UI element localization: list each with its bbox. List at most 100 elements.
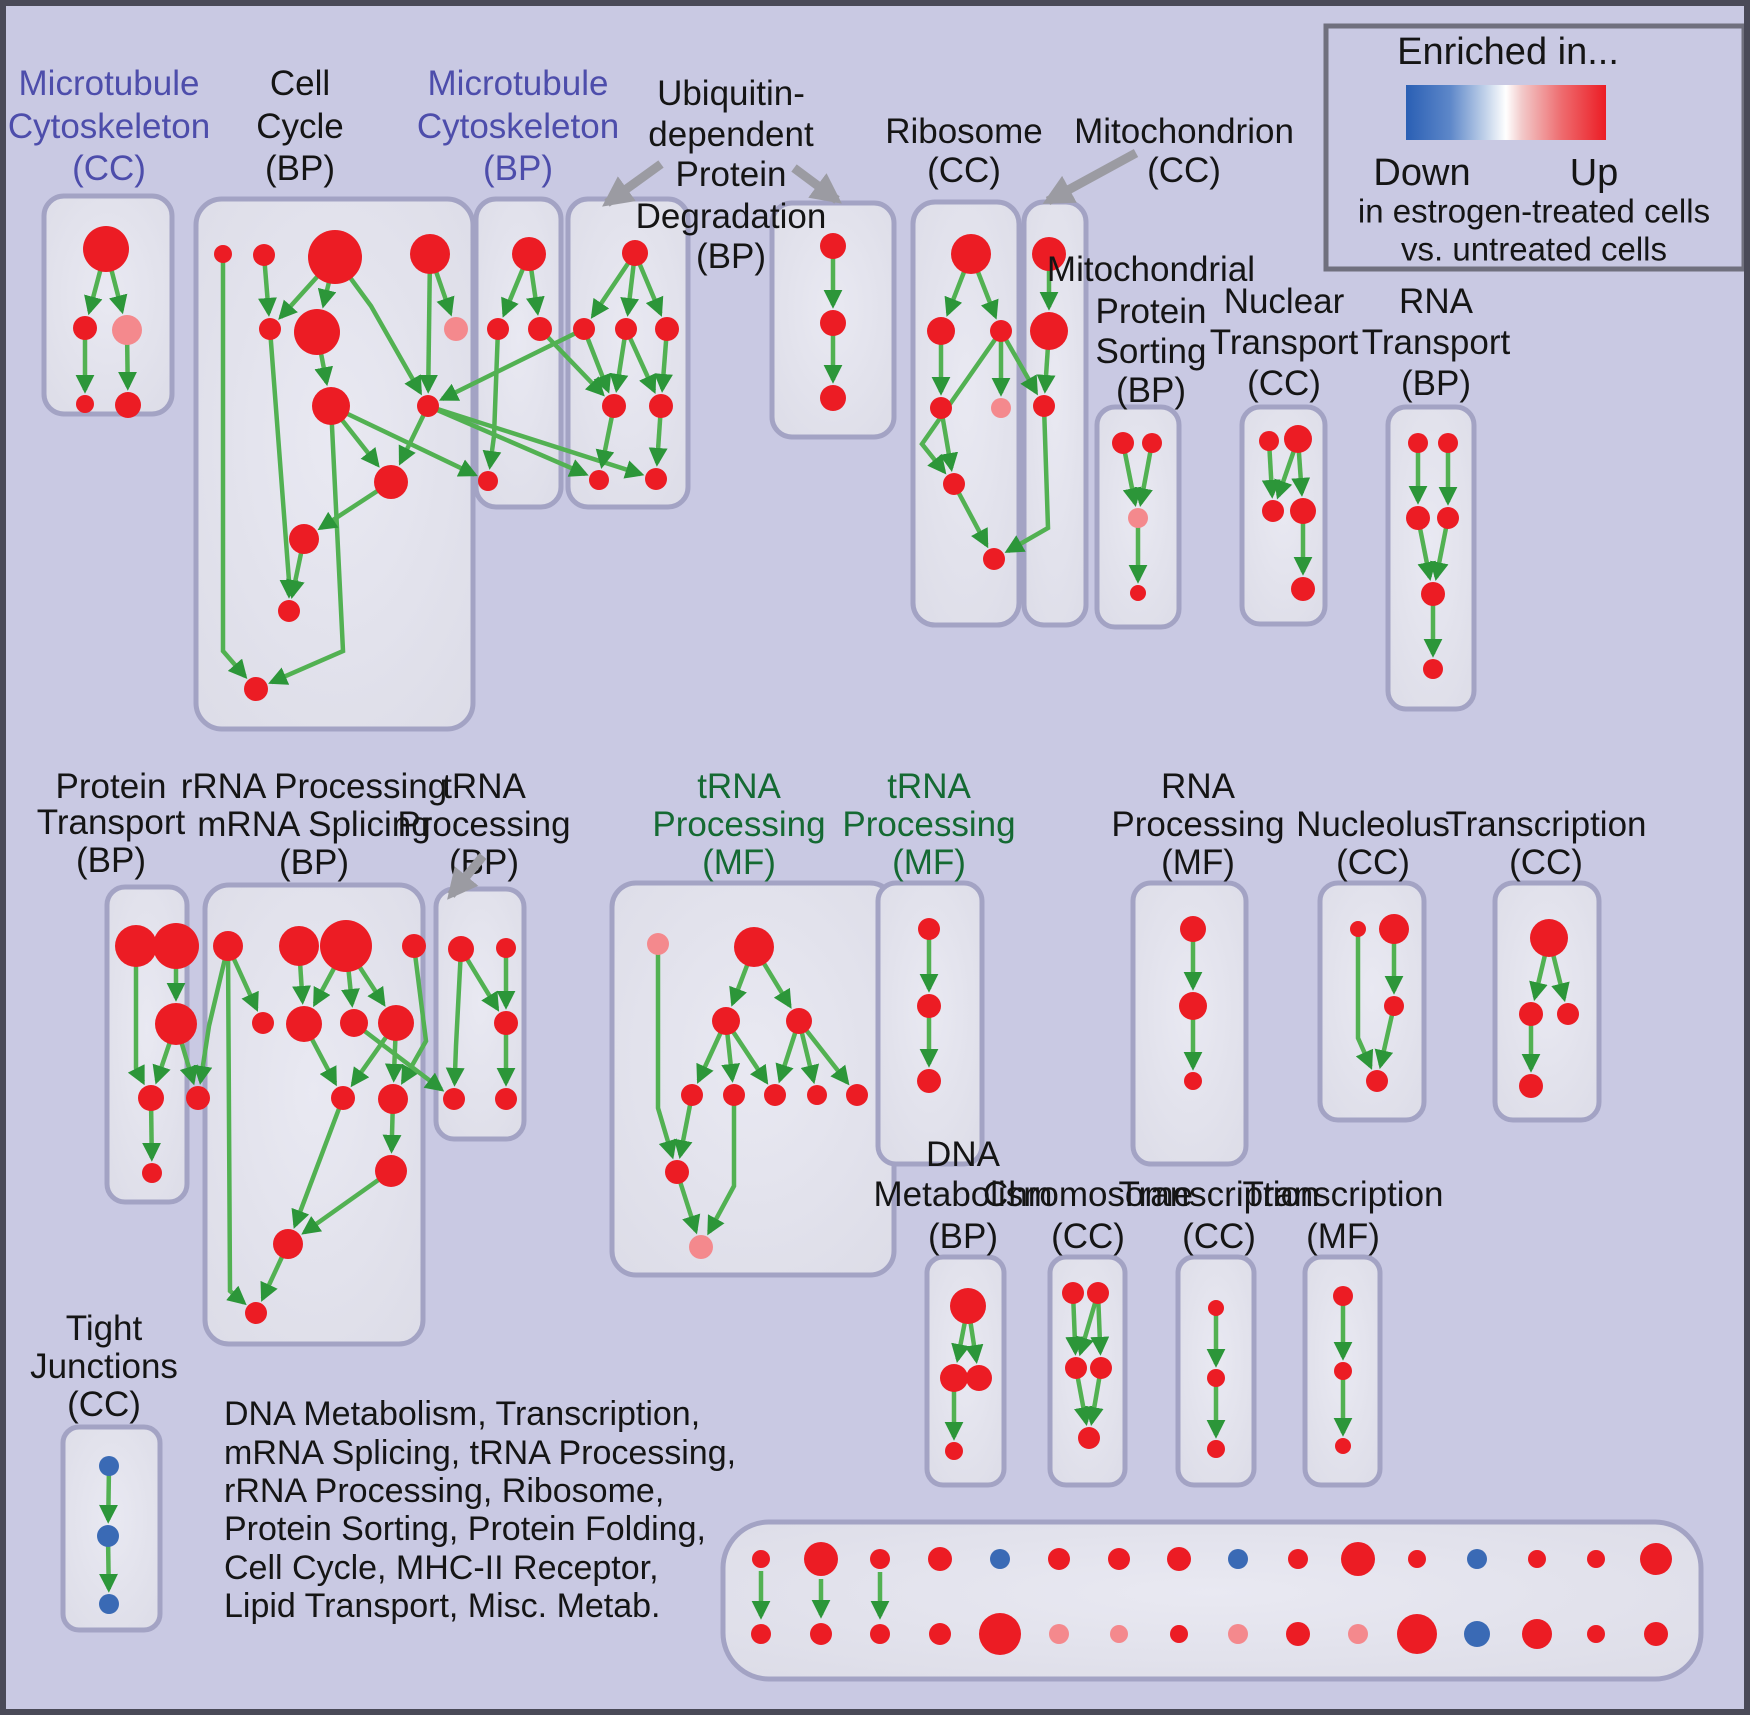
strip-node-bottom-5 — [1049, 1624, 1069, 1644]
cluster-label-line: Protein — [1096, 292, 1207, 331]
cluster-label-line: Chromosome — [983, 1175, 1193, 1214]
strip-node-bottom-7 — [1170, 1625, 1188, 1643]
strip-node-bottom-6 — [1110, 1625, 1128, 1643]
go-term-node-u4 — [786, 1008, 812, 1034]
go-term-node-u6 — [723, 1084, 745, 1106]
go-term-node-b13 — [244, 677, 268, 701]
strip-node-bottom-11 — [1397, 1614, 1437, 1654]
go-term-node-d2 — [573, 318, 595, 340]
go-term-node-ab1 — [1208, 1300, 1224, 1316]
go-term-node-w2 — [1179, 992, 1207, 1020]
go-term-node-d8 — [645, 468, 667, 490]
go-term-node-ad1 — [99, 1456, 119, 1476]
go-term-node-x2 — [1379, 914, 1409, 944]
go-term-node-i1 — [1259, 431, 1279, 451]
go-enrichment-network-figure: Microtubule Cytoskeleton (CC) Cell Cycle (BP)… — [6, 6, 1744, 1709]
edge-arrow — [1374, 1005, 1397, 1070]
cluster-box-23 — [720, 1519, 1704, 1682]
cluster-label: Mitochondrial Protein Sorting (BP) — [1047, 250, 1255, 410]
go-term-node-v3 — [917, 1069, 941, 1093]
strip-node-top-15 — [1640, 1543, 1672, 1575]
go-term-node-d5 — [602, 394, 626, 418]
go-term-node-u1 — [647, 933, 669, 955]
go-term-node-r6 — [286, 1006, 322, 1042]
edge-arrow — [193, 945, 231, 1085]
go-term-node-u9 — [846, 1084, 868, 1106]
go-term-node-b2 — [253, 244, 275, 266]
edge-arrow — [999, 329, 1038, 396]
go-term-node-ac3 — [1335, 1438, 1351, 1454]
go-term-node-y4 — [1519, 1074, 1543, 1098]
go-term-node-b10 — [374, 465, 408, 499]
strip-node-top-9 — [1288, 1549, 1308, 1569]
cluster-label-line: Mitochondrial — [1047, 250, 1255, 289]
go-term-node-c4 — [478, 471, 498, 491]
go-term-node-f4 — [930, 397, 952, 419]
go-term-node-f6 — [943, 473, 965, 495]
go-term-node-aa2 — [1087, 1282, 1109, 1304]
go-term-node-r4 — [402, 934, 426, 958]
note-line: Protein Sorting, Protein Folding, — [224, 1510, 706, 1548]
edge-arrow — [797, 1019, 850, 1086]
cluster-label-line: Degradation — [636, 197, 827, 236]
note-line: DNA Metabolism, Transcription, — [224, 1395, 700, 1433]
strip-node-top-4 — [990, 1549, 1010, 1569]
go-term-node-r11 — [375, 1155, 407, 1187]
go-term-node-d3 — [615, 318, 637, 340]
go-term-node-d1 — [622, 240, 648, 266]
go-term-node-f1 — [951, 234, 991, 274]
edge-arrow — [1355, 929, 1374, 1070]
go-term-node-a5 — [115, 392, 141, 418]
cluster-box-19 — [1047, 1254, 1128, 1488]
cluster-label-line: Nucleolus — [1296, 805, 1450, 844]
strip-node-bottom-13 — [1522, 1619, 1552, 1649]
cluster-label: RNA Processing (MF) — [1111, 767, 1284, 882]
go-term-node-j5 — [1421, 582, 1445, 606]
go-term-node-p4 — [138, 1085, 164, 1111]
label-pointer-arrow — [447, 853, 487, 900]
cluster-label-line: Protein — [676, 155, 787, 194]
cluster-box-0 — [41, 193, 175, 417]
strip-node-top-0 — [752, 1550, 770, 1568]
go-term-node-j4 — [1437, 507, 1459, 529]
go-term-node-w1 — [1180, 916, 1206, 942]
go-term-node-b8 — [312, 387, 350, 425]
cluster-label: Microtubule Cytoskeleton (CC) — [8, 64, 210, 188]
cluster-label-line: Metabolism — [874, 1175, 1053, 1214]
go-term-node-u5 — [681, 1084, 703, 1106]
strip-node-bottom-2 — [870, 1624, 890, 1644]
cluster-label-line: (CC) — [1051, 1217, 1125, 1256]
go-term-node-e2 — [820, 310, 846, 336]
edge-arrow — [707, 1095, 737, 1236]
go-term-node-aa4 — [1090, 1357, 1112, 1379]
go-term-node-x3 — [1384, 996, 1404, 1016]
go-term-node-j1 — [1408, 433, 1428, 453]
cluster-label-line: Transport — [1210, 323, 1359, 362]
strip-node-top-14 — [1587, 1550, 1605, 1568]
strip-node-bottom-10 — [1348, 1624, 1368, 1644]
go-term-node-ac1 — [1333, 1286, 1353, 1306]
cluster-label: Mitochondrion (CC) — [1074, 112, 1294, 190]
strip-node-top-3 — [928, 1547, 952, 1571]
go-term-node-y3 — [1557, 1003, 1579, 1025]
edge-arrow — [418, 253, 438, 394]
cluster-label-line: (CC) — [1509, 843, 1583, 882]
cluster-label-line: Tight — [66, 1309, 143, 1348]
go-term-node-b3 — [308, 230, 362, 284]
edge-arrow — [623, 328, 657, 394]
legend-box — [1323, 23, 1744, 272]
cluster-label-line: (CC) — [72, 149, 146, 188]
legend-up-label: Up — [1570, 152, 1619, 194]
go-term-node-f2 — [927, 317, 955, 345]
cluster-label-line: Cytoskeleton — [8, 107, 210, 146]
note-line: Lipid Transport, Misc. Metab. — [224, 1587, 661, 1625]
edge-arrow — [1004, 405, 1051, 553]
go-term-node-p2 — [153, 923, 199, 969]
go-term-node-c1 — [512, 237, 546, 271]
go-term-node-ab2 — [1207, 1369, 1225, 1387]
cluster-label-line: Junctions — [30, 1347, 178, 1386]
cluster-label: tRNA Processing (BP) — [397, 767, 570, 882]
cluster-label-line: (BP) — [265, 149, 335, 188]
cluster-label-line: tRNA — [887, 767, 971, 806]
go-term-node-z2 — [940, 1364, 968, 1392]
